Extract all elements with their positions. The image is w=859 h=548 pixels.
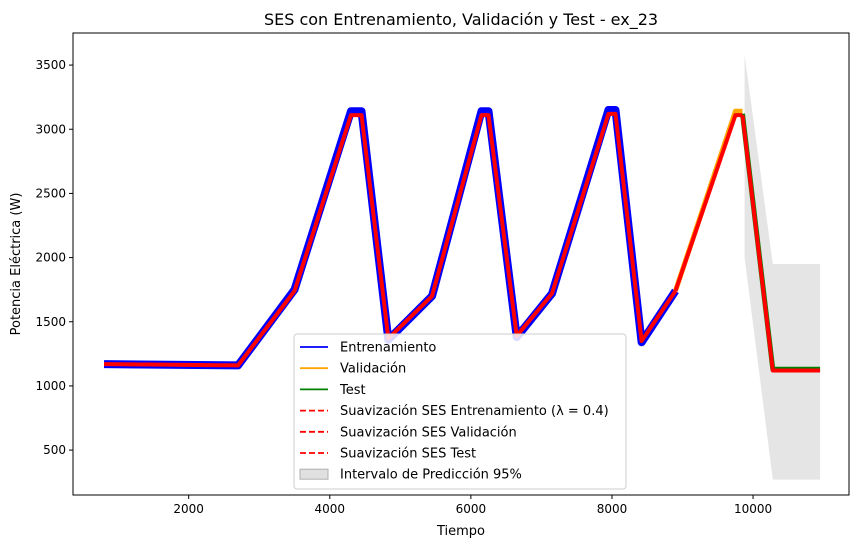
x-tick-label: 4000 xyxy=(315,502,346,516)
series-line-4 xyxy=(673,113,743,292)
x-axis: 2000 4000 6000 8000 10000 xyxy=(173,495,772,516)
x-tick-label: 8000 xyxy=(597,502,628,516)
legend-box xyxy=(293,333,627,490)
legend-label: Entrenamiento xyxy=(340,341,436,356)
prediction-interval-layer xyxy=(744,54,821,480)
y-tick-label: 1000 xyxy=(35,379,66,393)
y-tick-label: 2500 xyxy=(35,186,66,200)
y-axis-label: Potencia Eléctrica (W) xyxy=(9,193,24,336)
legend-label: Validación xyxy=(340,362,406,377)
y-tick-label: 500 xyxy=(43,443,66,457)
x-tick-label: 2000 xyxy=(173,502,204,516)
legend-label: Suavización SES Validación xyxy=(340,425,517,440)
series-line-5 xyxy=(740,114,821,373)
legend-label: Suavización SES Entrenamiento (λ = 0.4) xyxy=(340,404,609,419)
chart-title: SES con Entrenamiento, Validación y Test… xyxy=(264,10,658,30)
legend-label: Suavización SES Test xyxy=(340,447,476,462)
legend-swatch xyxy=(299,468,329,480)
x-tick-label: 6000 xyxy=(456,502,487,516)
y-tick-label: 3000 xyxy=(35,122,66,136)
series-line-3 xyxy=(104,111,678,368)
legend-label: Test xyxy=(339,383,366,398)
plot-frame xyxy=(72,32,850,496)
legend-label: Intervalo de Predicción 95% xyxy=(340,468,522,483)
y-tick-label: 2000 xyxy=(35,251,66,265)
legend: Entrenamiento Validación Test Suavización S… xyxy=(293,333,627,490)
x-tick-label: 10000 xyxy=(734,502,772,516)
y-axis: 500 1000 1500 2000 2500 3000 3500 xyxy=(35,58,73,457)
y-tick-label: 1500 xyxy=(35,315,66,329)
series-layer xyxy=(104,106,821,373)
x-axis-label: Tiempo xyxy=(436,524,485,539)
prediction-interval-band xyxy=(744,54,821,480)
series-line-0 xyxy=(104,106,679,370)
y-tick-label: 3500 xyxy=(35,58,66,72)
